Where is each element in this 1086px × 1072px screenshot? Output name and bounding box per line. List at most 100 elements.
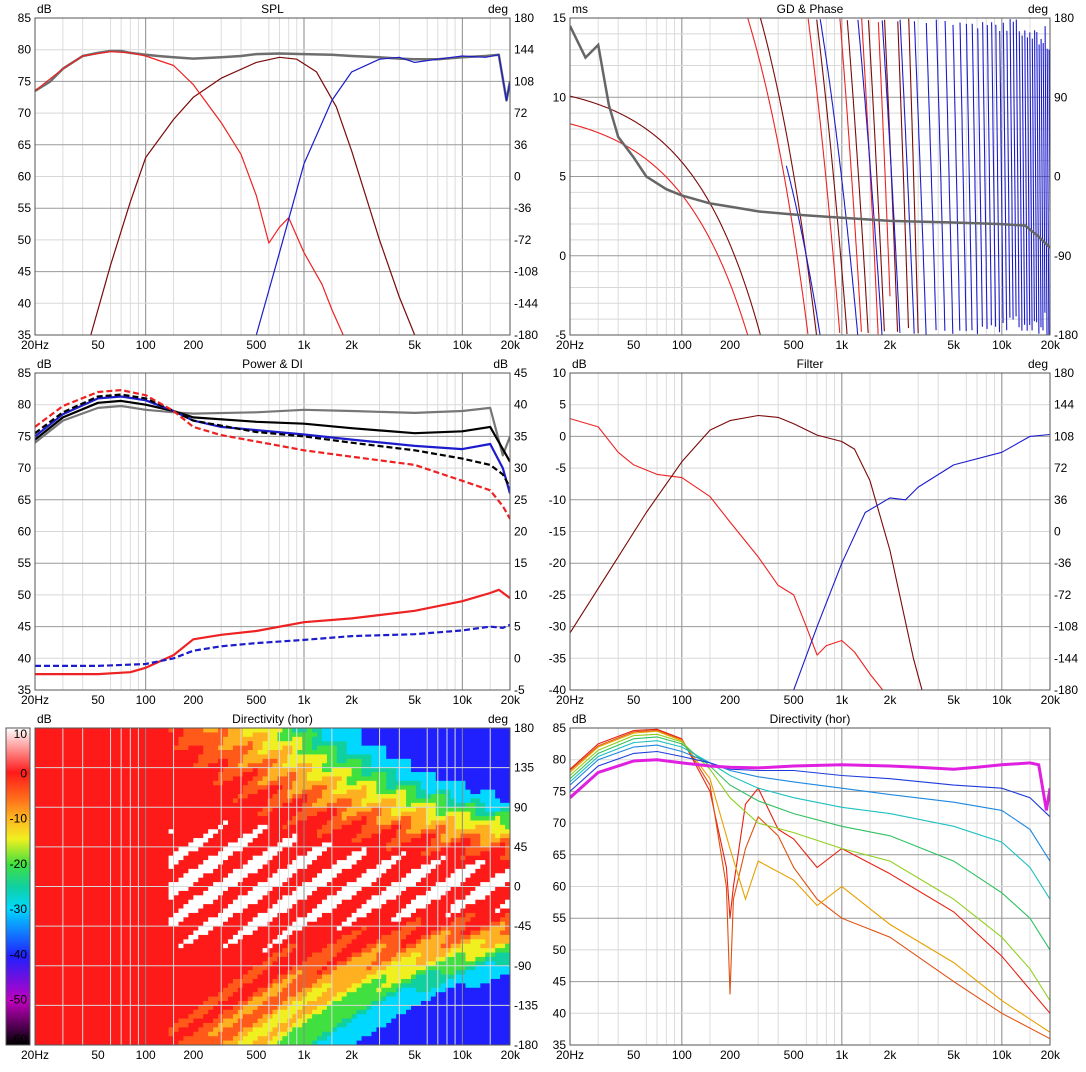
heatmap-cell xyxy=(307,807,313,812)
heatmap-cell xyxy=(188,939,194,944)
heatmap-cell xyxy=(258,909,264,914)
heatmap-cell xyxy=(258,988,264,993)
heatmap-cell xyxy=(322,728,328,733)
heatmap-cell xyxy=(94,878,100,883)
heatmap-cell xyxy=(159,798,165,803)
heatmap-cell xyxy=(159,741,165,746)
heatmap-cell xyxy=(149,1027,155,1032)
heatmap-cell xyxy=(332,794,338,799)
heatmap-cell xyxy=(347,825,353,830)
heatmap-cell xyxy=(347,939,353,944)
heatmap-cell xyxy=(45,759,51,764)
heatmap-cell xyxy=(322,746,328,751)
heatmap-cell xyxy=(263,944,269,949)
heatmap-cell xyxy=(277,873,283,878)
heatmap-cell xyxy=(174,864,180,869)
heatmap-cell xyxy=(193,983,199,988)
heatmap-cell xyxy=(228,820,234,825)
heatmap-cell xyxy=(144,737,150,742)
heatmap-cell xyxy=(124,746,130,751)
heatmap-cell xyxy=(94,1010,100,1015)
heatmap-cell xyxy=(322,913,328,918)
heatmap-cell xyxy=(50,997,56,1002)
heatmap-cell xyxy=(297,781,303,786)
heatmap-cell xyxy=(273,913,279,918)
heatmap-cell xyxy=(233,1005,239,1010)
heatmap-cell xyxy=(273,781,279,786)
heatmap-cell xyxy=(332,948,338,953)
heatmap-cell xyxy=(164,812,170,817)
heatmap-cell xyxy=(302,820,308,825)
heatmap-cell xyxy=(119,895,125,900)
heatmap-cell xyxy=(253,975,259,980)
heatmap-cell xyxy=(144,948,150,953)
heatmap-cell xyxy=(45,997,51,1002)
heatmap-cell xyxy=(75,1032,81,1037)
heatmap-cell xyxy=(263,926,269,931)
heatmap-cell xyxy=(119,948,125,953)
heatmap-cell xyxy=(139,979,145,984)
heatmap-cell xyxy=(233,1010,239,1015)
heatmap-cell xyxy=(45,847,51,852)
heatmap-cell xyxy=(208,957,214,962)
heatmap-cell xyxy=(84,794,90,799)
heatmap-cell xyxy=(35,856,41,861)
heatmap-cell xyxy=(193,798,199,803)
heatmap-cell xyxy=(302,1023,308,1028)
heatmap-cell xyxy=(297,966,303,971)
heatmap-cell xyxy=(277,759,283,764)
heatmap-cell xyxy=(312,1032,318,1037)
heatmap-cell xyxy=(322,1032,328,1037)
heatmap-cell xyxy=(263,983,269,988)
heatmap-cell xyxy=(119,1027,125,1032)
heatmap-cell xyxy=(35,935,41,940)
heatmap-cell xyxy=(208,847,214,852)
heatmap-cell xyxy=(183,825,189,830)
y-tick-left: -5 xyxy=(555,461,566,475)
heatmap-cell xyxy=(302,781,308,786)
heatmap-cell xyxy=(70,900,76,905)
heatmap-cell xyxy=(337,838,343,843)
heatmap-cell xyxy=(50,966,56,971)
heatmap-cell xyxy=(322,790,328,795)
heatmap-cell xyxy=(114,1023,120,1028)
heatmap-cell xyxy=(50,1032,56,1037)
heatmap-cell xyxy=(104,807,110,812)
heatmap-cell xyxy=(223,975,229,980)
heatmap-cell xyxy=(213,966,219,971)
heatmap-cell xyxy=(188,772,194,777)
heatmap-cell xyxy=(114,750,120,755)
y-tick-right: 72 xyxy=(1054,461,1068,475)
heatmap-cell xyxy=(347,878,353,883)
heatmap-cell xyxy=(114,992,120,997)
heatmap-cell xyxy=(35,944,41,949)
heatmap-cell xyxy=(277,834,283,839)
heatmap-cell xyxy=(75,1036,81,1041)
heatmap-cell xyxy=(297,746,303,751)
x-tick-label: 500 xyxy=(784,338,804,352)
heatmap-cell xyxy=(342,1019,348,1024)
heatmap-cell xyxy=(198,895,204,900)
heatmap-cell xyxy=(322,794,328,799)
heatmap-cell xyxy=(193,948,199,953)
heatmap-cell xyxy=(55,988,61,993)
heatmap-cell xyxy=(70,856,76,861)
heatmap-cell xyxy=(258,864,264,869)
heatmap-cell xyxy=(223,781,229,786)
heatmap-cell xyxy=(243,812,249,817)
heatmap-cell xyxy=(297,979,303,984)
heatmap-cell xyxy=(99,944,105,949)
heatmap-cell xyxy=(233,1032,239,1037)
heatmap-cell xyxy=(154,887,160,892)
heatmap-cell xyxy=(208,812,214,817)
heatmap-cell xyxy=(183,975,189,980)
heatmap-cell xyxy=(243,997,249,1002)
heatmap-cell xyxy=(347,1019,353,1024)
heatmap-cell xyxy=(45,878,51,883)
heatmap-cell xyxy=(183,741,189,746)
y-tick-right: 180 xyxy=(514,11,534,25)
heatmap-cell xyxy=(89,772,95,777)
heatmap-cell xyxy=(342,970,348,975)
heatmap-cell xyxy=(124,785,130,790)
heatmap-cell xyxy=(243,759,249,764)
